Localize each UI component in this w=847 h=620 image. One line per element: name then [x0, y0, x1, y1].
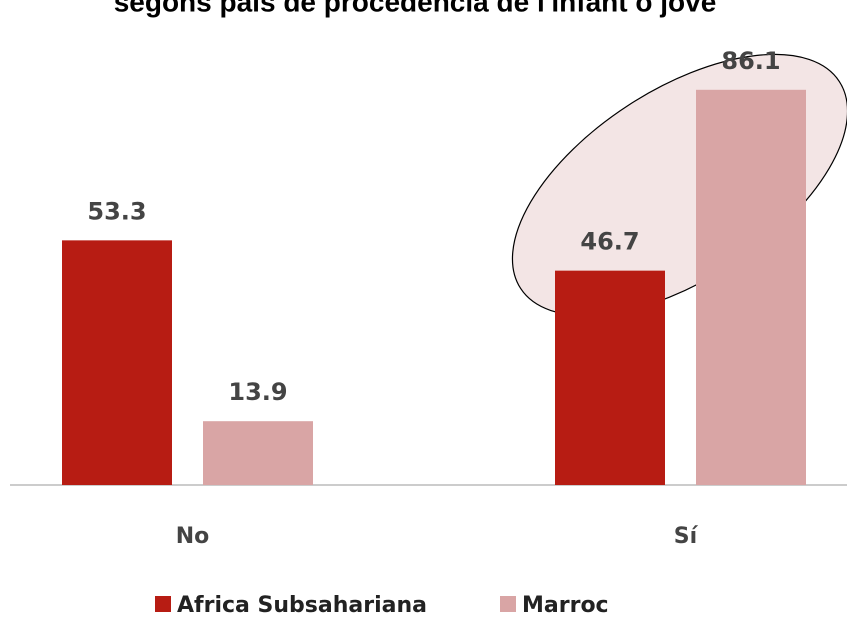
legend-swatch [155, 596, 171, 612]
bar [62, 240, 172, 485]
legend-label: Marroc [522, 593, 609, 618]
legend-swatch [500, 596, 516, 612]
x-tick-label: No [176, 524, 210, 549]
bar [696, 89, 806, 486]
legend-label: Africa Subsahariana [177, 593, 427, 618]
bar [555, 270, 665, 485]
data-label: 86.1 [721, 47, 780, 75]
data-label: 53.3 [87, 197, 146, 225]
x-tick-label: Sí [674, 524, 699, 549]
chart-title: segons país de procedència de l'infant o… [114, 0, 717, 17]
data-label: 46.7 [580, 228, 639, 256]
data-label: 13.9 [228, 378, 287, 406]
bar [203, 421, 313, 485]
